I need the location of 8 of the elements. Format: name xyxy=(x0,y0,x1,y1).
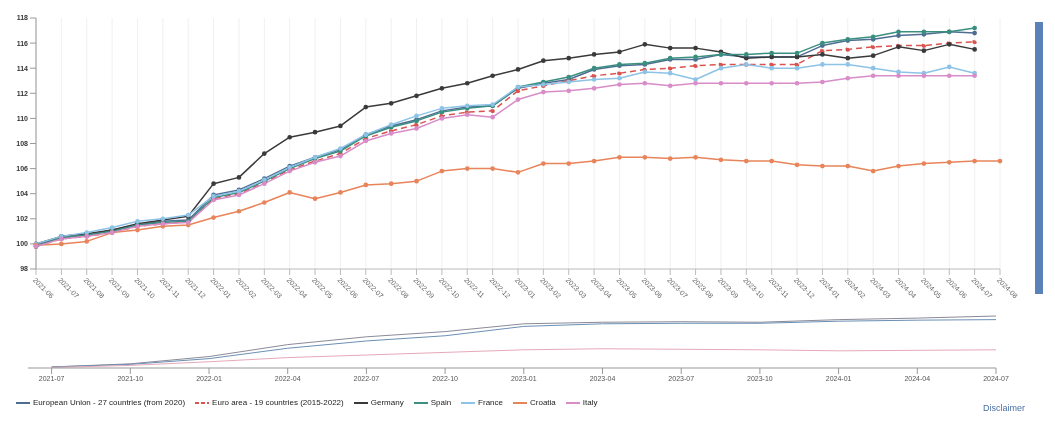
legend-label: Croatia xyxy=(530,398,556,407)
legend-label: France xyxy=(478,398,504,407)
legend-label: Italy xyxy=(582,398,598,407)
legend-label: Germany xyxy=(370,398,404,407)
legend-label: European Union - 27 countries (from 2020) xyxy=(33,398,186,407)
legend-label: Spain xyxy=(430,398,452,407)
text: Disclaimer xyxy=(983,403,1026,413)
legend-label: Euro area - 19 countries (2015-2022) xyxy=(212,398,344,407)
